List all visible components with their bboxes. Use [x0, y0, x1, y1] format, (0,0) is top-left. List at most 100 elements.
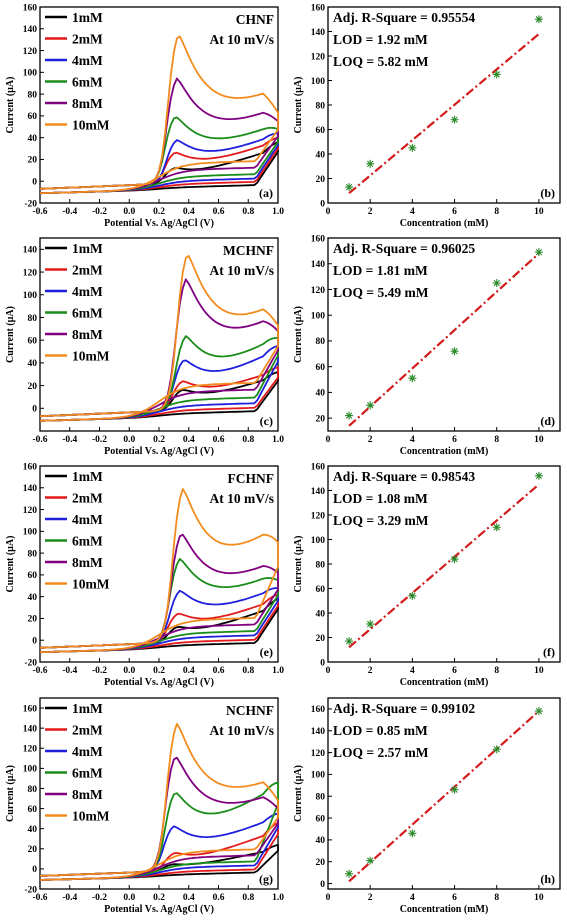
x-tick-label: 8: [494, 893, 499, 903]
y-tick-label: 120: [311, 286, 326, 296]
legend-label: 2mM: [72, 263, 103, 278]
annotation-text: Adj. R-Square = 0.98543: [333, 469, 475, 484]
x-axis-label: Concentration (mM): [400, 446, 489, 457]
data-point: [450, 115, 459, 124]
data-point: [366, 159, 375, 168]
legend-label: 10mM: [72, 577, 110, 592]
plot-frame: [327, 237, 561, 432]
cv-chart: -0.6 -0.4 -0.2 0.0 0.2 0.4 0.6 0.8 1.0 0 20 40 60 80 1…: [5, 237, 284, 457]
legend-label: 1mM: [72, 469, 103, 484]
series-line-2mM: [39, 366, 279, 422]
x-tick-label: 4: [410, 666, 415, 676]
data-point: [408, 143, 417, 152]
data-point: [450, 785, 459, 794]
x-tick-label: 0.6: [213, 893, 225, 903]
y-tick-label: 0: [320, 880, 325, 890]
x-tick-label: 0.0: [123, 893, 135, 903]
y-tick-label: 40: [28, 134, 38, 144]
legend-label: 10mM: [72, 349, 110, 364]
legend-label: 8mM: [72, 327, 103, 342]
y-tick-label: 60: [316, 585, 326, 595]
x-tick-label: 0.4: [183, 435, 195, 445]
x-tick-label: 0.2: [153, 435, 165, 445]
x-tick-label: 0.8: [242, 435, 254, 445]
x-tick-label: 2: [368, 435, 373, 445]
y-tick-label: 40: [316, 836, 326, 846]
x-tick-label: 0.0: [123, 207, 135, 217]
annotation-text: LOQ = 5.82 mM: [333, 54, 429, 69]
y-tick-label: 100: [23, 69, 38, 79]
x-tick-label: 2: [368, 207, 373, 217]
y-tick-label: 160: [311, 234, 326, 244]
x-tick-label: 0.4: [183, 207, 195, 217]
series-line-10mM: [39, 722, 279, 881]
annotation-text: Adj. R-Square = 0.96025: [333, 241, 475, 256]
panel-label: (f): [543, 645, 555, 659]
legend-label: 4mM: [72, 53, 103, 68]
y-tick-label: 60: [28, 805, 38, 815]
y-tick-label: 120: [311, 749, 326, 759]
annotation-text: CHNF: [236, 12, 274, 27]
y-tick-label: 0: [32, 637, 37, 647]
x-tick-label: 0: [326, 666, 331, 676]
legend-label: 1mM: [72, 10, 103, 25]
x-tick-label: 0.0: [123, 666, 135, 676]
fit-line: [348, 710, 540, 883]
data-point: [408, 374, 417, 383]
annotation-text: LOQ = 2.57 mM: [333, 745, 429, 760]
y-tick-label: 40: [28, 359, 38, 369]
x-tick-label: -0.6: [32, 435, 47, 445]
y-tick-label: 60: [316, 814, 326, 824]
x-tick-label: 6: [452, 666, 457, 676]
x-axis-label: Concentration (mM): [400, 218, 489, 229]
x-tick-label: 0.2: [153, 666, 165, 676]
x-axis-label: Concentration (mM): [400, 677, 489, 688]
x-tick-label: -0.4: [62, 207, 77, 217]
x-tick-label: 2: [368, 666, 373, 676]
panel-label: (d): [540, 414, 555, 428]
legend-label: 10mM: [72, 118, 110, 133]
y-tick-label: 20: [316, 858, 326, 868]
y-tick-label: 120: [23, 268, 38, 278]
data-point: [408, 591, 417, 600]
y-tick-label: 0: [320, 658, 325, 668]
x-tick-label: 1.0: [272, 207, 284, 217]
x-tick-label: 4: [410, 893, 415, 903]
y-tick-label: 60: [28, 336, 38, 346]
legend-label: 1mM: [72, 701, 103, 716]
x-tick-label: 1.0: [272, 893, 284, 903]
panel-label: (h): [540, 872, 555, 886]
y-tick-label: 20: [28, 845, 38, 855]
annotation-text: At 10 mV/s: [210, 491, 275, 506]
data-point: [366, 620, 375, 629]
y-axis-label: Current (µA): [293, 306, 304, 363]
x-axis-label: Potential Vs. Ag/AgCl (V): [104, 904, 214, 915]
data-point: [450, 347, 459, 356]
y-tick-label: 80: [316, 560, 326, 570]
x-axis-label: Potential Vs. Ag/AgCl (V): [104, 218, 214, 229]
annotation-text: LOQ = 5.49 mM: [333, 285, 429, 300]
y-tick-label: 160: [311, 3, 326, 13]
x-tick-label: 0.4: [183, 893, 195, 903]
legend-label: 8mM: [72, 96, 103, 111]
x-tick-label: -0.2: [92, 435, 107, 445]
legend-label: 6mM: [72, 766, 103, 781]
x-tick-label: -0.2: [92, 666, 107, 676]
y-tick-label: 0: [32, 178, 37, 188]
y-tick-label: 40: [316, 150, 326, 160]
legend-label: 6mM: [72, 75, 103, 90]
annotation-text: LOD = 1.08 mM: [333, 491, 428, 506]
data-point: [345, 637, 354, 646]
y-tick-label: -20: [24, 658, 37, 668]
y-tick-label: 0: [320, 199, 325, 209]
fit-line: [348, 33, 540, 195]
y-axis-label: Current (µA): [5, 536, 16, 593]
x-axis-label: Potential Vs. Ag/AgCl (V): [104, 677, 214, 688]
y-tick-label: 60: [316, 126, 326, 136]
y-tick-label: 100: [23, 291, 38, 301]
x-axis-label: Concentration (mM): [400, 904, 489, 915]
series-line-10mM: [39, 488, 279, 654]
data-point: [492, 523, 501, 532]
x-tick-label: 10: [534, 435, 544, 445]
